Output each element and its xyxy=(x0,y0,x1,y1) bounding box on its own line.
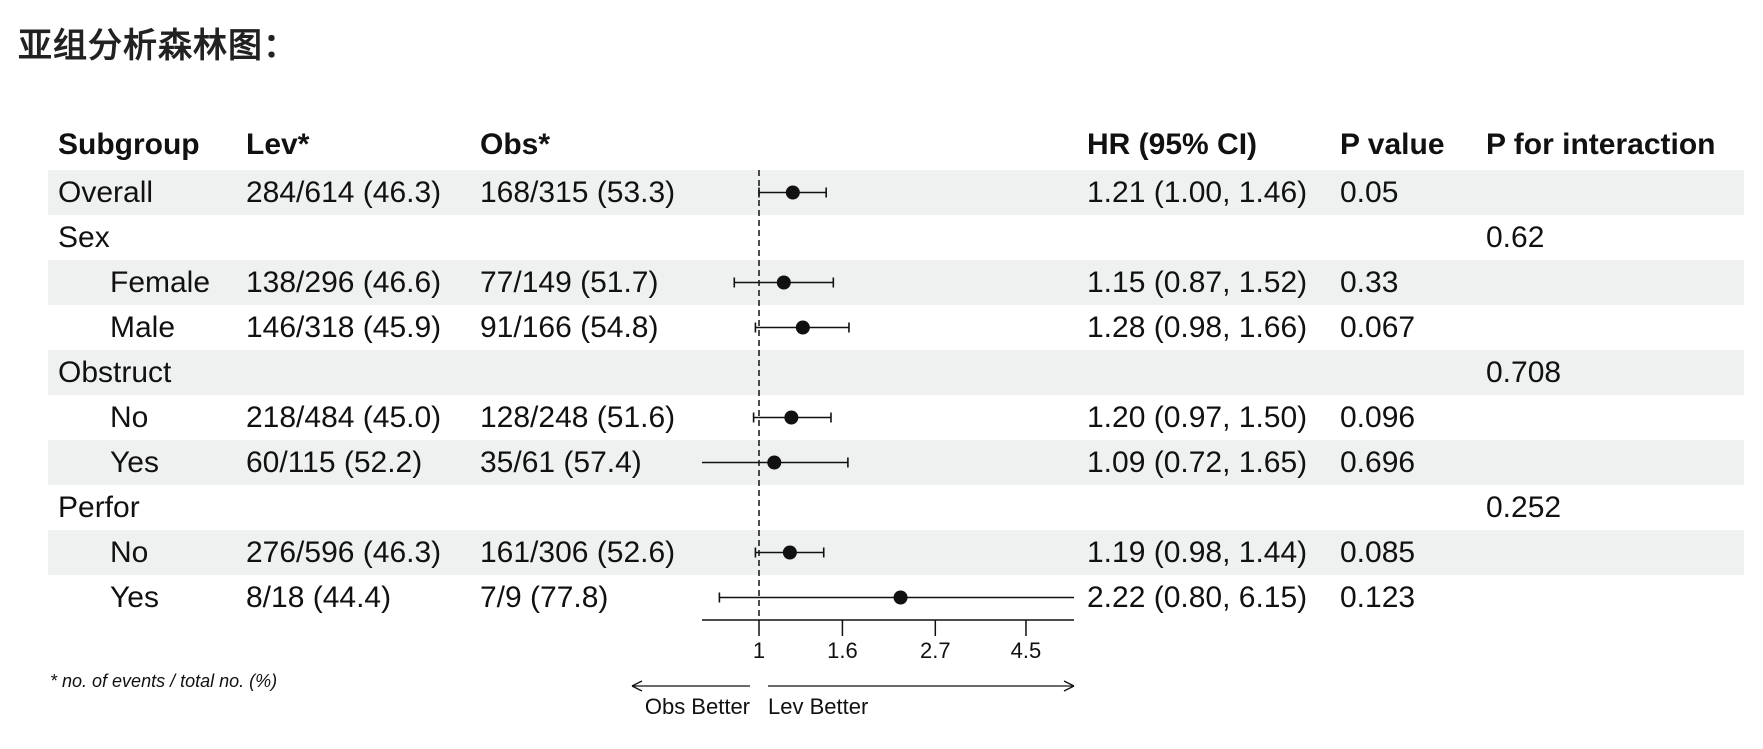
p-interaction-value: 0.62 xyxy=(1486,221,1545,254)
hr-value: 1.15 (0.87, 1.52) xyxy=(1087,266,1308,299)
hr-value: 1.28 (0.98, 1.66) xyxy=(1087,311,1308,344)
col-header-obs: Obs* xyxy=(480,128,551,161)
hr-value: 1.20 (0.97, 1.50) xyxy=(1087,401,1308,434)
hr-value: 1.19 (0.98, 1.44) xyxy=(1087,536,1308,569)
obs-value: 91/166 (54.8) xyxy=(480,311,659,344)
lev-better-label: Lev Better xyxy=(768,694,868,719)
hr-value: 2.22 (0.80, 6.15) xyxy=(1087,581,1308,614)
hr-point xyxy=(776,275,791,290)
subgroup-label: Sex xyxy=(58,221,110,254)
col-header-subgroup: Subgroup xyxy=(58,128,200,161)
p-value: 0.096 xyxy=(1340,401,1416,434)
right-arrow-head xyxy=(1063,680,1075,692)
subgroup-label: Male xyxy=(110,311,176,344)
page-heading: 亚组分析森林图： xyxy=(18,26,298,66)
subgroup-label: Female xyxy=(110,266,211,299)
p-value: 0.696 xyxy=(1340,446,1416,479)
subgroup-label: Overall xyxy=(58,176,154,209)
lev-value: 146/318 (45.9) xyxy=(246,311,442,344)
p-value: 0.085 xyxy=(1340,536,1416,569)
col-header-hr: HR (95% CI) xyxy=(1087,128,1258,161)
hr-point xyxy=(767,455,782,470)
obs-value: 77/149 (51.7) xyxy=(480,266,659,299)
obs-value: 128/248 (51.6) xyxy=(480,401,676,434)
footnote: * no. of events / total no. (%) xyxy=(50,671,278,691)
p-interaction-value: 0.252 xyxy=(1486,491,1562,524)
subgroup-label: No xyxy=(110,401,149,434)
lev-value: 276/596 (46.3) xyxy=(246,536,442,569)
col-header-p-interaction: P for interaction xyxy=(1486,128,1716,161)
obs-value: 7/9 (77.8) xyxy=(480,581,609,614)
row-band xyxy=(48,440,1744,485)
row-band xyxy=(48,350,1744,395)
hr-point xyxy=(784,410,799,425)
subgroup-label: Yes xyxy=(110,446,159,479)
subgroup-label: Obstruct xyxy=(58,356,172,389)
obs-value: 35/61 (57.4) xyxy=(480,446,642,479)
col-header-p-value: P value xyxy=(1340,128,1445,161)
lev-value: 8/18 (44.4) xyxy=(246,581,392,614)
subgroup-label: Perfor xyxy=(58,491,140,524)
p-value: 0.067 xyxy=(1340,311,1416,344)
x-tick-label: 4.5 xyxy=(1011,638,1042,663)
lev-value: 284/614 (46.3) xyxy=(246,176,442,209)
lev-value: 218/484 (45.0) xyxy=(246,401,442,434)
x-tick-label: 1 xyxy=(753,638,765,663)
x-tick-label: 1.6 xyxy=(827,638,858,663)
hr-value: 1.09 (0.72, 1.65) xyxy=(1087,446,1308,479)
lev-value: 60/115 (52.2) xyxy=(246,446,423,479)
obs-value: 168/315 (53.3) xyxy=(480,176,676,209)
p-value: 0.123 xyxy=(1340,581,1416,614)
p-value: 0.05 xyxy=(1340,176,1399,209)
row-band xyxy=(48,530,1744,575)
hr-point xyxy=(782,545,797,560)
col-header-lev: Lev* xyxy=(246,128,310,161)
obs-value: 161/306 (52.6) xyxy=(480,536,676,569)
row-band xyxy=(48,170,1744,215)
p-interaction-value: 0.708 xyxy=(1486,356,1562,389)
left-arrow-head xyxy=(631,680,643,692)
hr-point xyxy=(893,590,908,605)
hr-point xyxy=(785,185,800,200)
obs-better-label: Obs Better xyxy=(645,694,750,719)
row-band xyxy=(48,260,1744,305)
hr-point xyxy=(795,320,810,335)
lev-value: 138/296 (46.6) xyxy=(246,266,442,299)
subgroup-label: Yes xyxy=(110,581,159,614)
x-tick-label: 2.7 xyxy=(920,638,951,663)
hr-value: 1.21 (1.00, 1.46) xyxy=(1087,176,1308,209)
p-value: 0.33 xyxy=(1340,266,1399,299)
subgroup-label: No xyxy=(110,536,149,569)
